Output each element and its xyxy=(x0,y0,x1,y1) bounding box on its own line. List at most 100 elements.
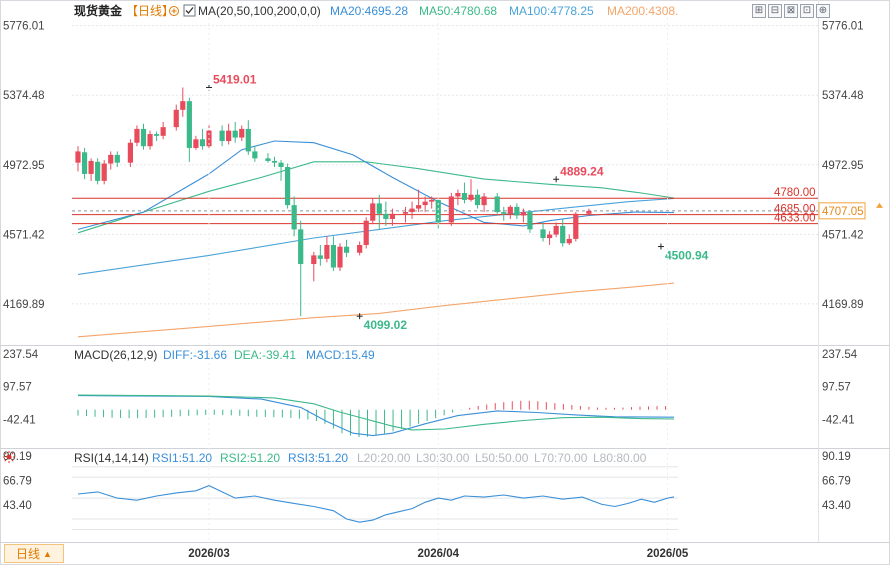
time-axis-label: 2026/05 xyxy=(647,548,689,560)
candle xyxy=(586,208,592,216)
price-axis-label-right: 4169.89 xyxy=(822,299,864,311)
candle xyxy=(265,153,271,163)
candle xyxy=(232,121,238,143)
candle-body xyxy=(474,194,481,206)
candle-body xyxy=(88,160,94,174)
candle xyxy=(416,189,422,213)
price-axis-label-right: 4972.95 xyxy=(822,160,864,172)
candle-body xyxy=(81,152,88,174)
candle xyxy=(455,189,461,206)
zoom-out-icon[interactable]: ⊟ xyxy=(768,4,782,18)
rsi-legend-item: RSI3:51.20 xyxy=(288,451,348,465)
candle xyxy=(501,206,507,221)
candle-body xyxy=(357,244,363,253)
extreme-value-label: 4500.94 xyxy=(665,249,709,263)
candle-body xyxy=(573,213,579,239)
candle xyxy=(540,222,546,242)
candle xyxy=(429,196,435,209)
rsi-line xyxy=(77,484,675,523)
candle xyxy=(481,192,487,213)
candle xyxy=(291,196,297,237)
candle-body xyxy=(219,130,225,142)
fullscreen-icon[interactable]: ⊡ xyxy=(800,4,814,18)
candle xyxy=(278,160,284,181)
period-selector-button[interactable]: 日线 ▲ xyxy=(4,544,64,563)
candle xyxy=(324,236,330,263)
price-level-label: 4685.00 xyxy=(774,204,816,216)
candle-body xyxy=(376,203,382,214)
candle-body xyxy=(239,128,245,138)
ma200-line xyxy=(77,282,675,338)
time-axis-label: 2026/04 xyxy=(417,548,459,560)
candle-body xyxy=(160,127,166,136)
candle xyxy=(514,203,520,219)
candle-body xyxy=(285,167,291,206)
ma-legend-item: MA50:4780.68 xyxy=(419,4,497,18)
candle xyxy=(389,208,395,226)
candle xyxy=(193,135,199,150)
candle xyxy=(95,158,101,185)
extreme-value-label: 4889.24 xyxy=(560,164,604,178)
candle xyxy=(527,210,533,233)
candle xyxy=(127,139,133,168)
rsi-legend-item: L50:50.00 xyxy=(475,451,529,465)
macd-diff-line xyxy=(77,395,675,437)
ma50-line xyxy=(77,161,675,234)
candle-body xyxy=(560,225,566,244)
ma100-line xyxy=(77,197,675,275)
candle xyxy=(88,158,94,181)
candle-body xyxy=(389,213,395,219)
candle xyxy=(422,196,428,213)
candle xyxy=(560,218,566,247)
fit-icon[interactable]: ⊠ xyxy=(784,4,798,18)
candle xyxy=(226,123,232,145)
price-axis-label-left: 4169.89 xyxy=(3,299,45,311)
candle xyxy=(134,125,140,147)
macd-legend-label: MACD(26,12,9) xyxy=(74,348,157,362)
extreme-value-label: 5419.01 xyxy=(213,72,257,86)
candle-body xyxy=(494,196,500,213)
settings-icon[interactable]: ⊕ xyxy=(816,4,830,18)
candle-body xyxy=(278,162,284,168)
candle-body xyxy=(134,128,140,143)
candle-body xyxy=(383,213,389,219)
candle-body xyxy=(514,206,520,216)
rsi-axis-label-left: 43.40 xyxy=(3,500,32,512)
zoom-in-icon[interactable]: ⊞ xyxy=(752,4,766,18)
candle xyxy=(330,236,337,271)
candle xyxy=(448,192,454,226)
candle-body xyxy=(232,130,238,138)
instrument-name: 现货黄金 xyxy=(74,3,123,18)
chevron-up-icon: ▲ xyxy=(43,548,52,559)
rsi-settings-icon xyxy=(4,459,7,462)
candle xyxy=(245,120,251,155)
macd-legend-item: MACD:15.49 xyxy=(306,348,375,362)
macd-legend-item: DIFF:-31.66 xyxy=(163,348,227,362)
indicator-toggle-checkbox xyxy=(183,4,196,17)
candle-body xyxy=(553,225,559,235)
macd-axis-label-left: 97.57 xyxy=(3,382,32,394)
candle-body xyxy=(226,130,232,142)
candle xyxy=(520,208,526,223)
candle-body xyxy=(370,203,376,221)
rsi-settings-icon xyxy=(11,459,14,462)
current-price-marker-icon xyxy=(876,202,883,208)
candle-body xyxy=(199,139,206,147)
macd-legend-item: DEA:-39.41 xyxy=(234,348,296,362)
candle-body xyxy=(298,229,304,265)
candle xyxy=(219,125,225,147)
candle xyxy=(199,128,206,150)
price-axis-label-right: 4571.42 xyxy=(822,229,864,241)
candle-body xyxy=(173,109,179,128)
candle xyxy=(114,151,120,168)
macd-axis-label-right: 97.57 xyxy=(822,382,851,394)
candle-body xyxy=(271,160,278,163)
candle-body xyxy=(154,134,160,136)
ma-legend-item: MA100:4778.25 xyxy=(509,4,594,18)
candle-body xyxy=(311,255,317,265)
extreme-value-label: 4099.02 xyxy=(364,318,408,332)
candle-body xyxy=(317,255,323,259)
candle xyxy=(494,192,500,214)
